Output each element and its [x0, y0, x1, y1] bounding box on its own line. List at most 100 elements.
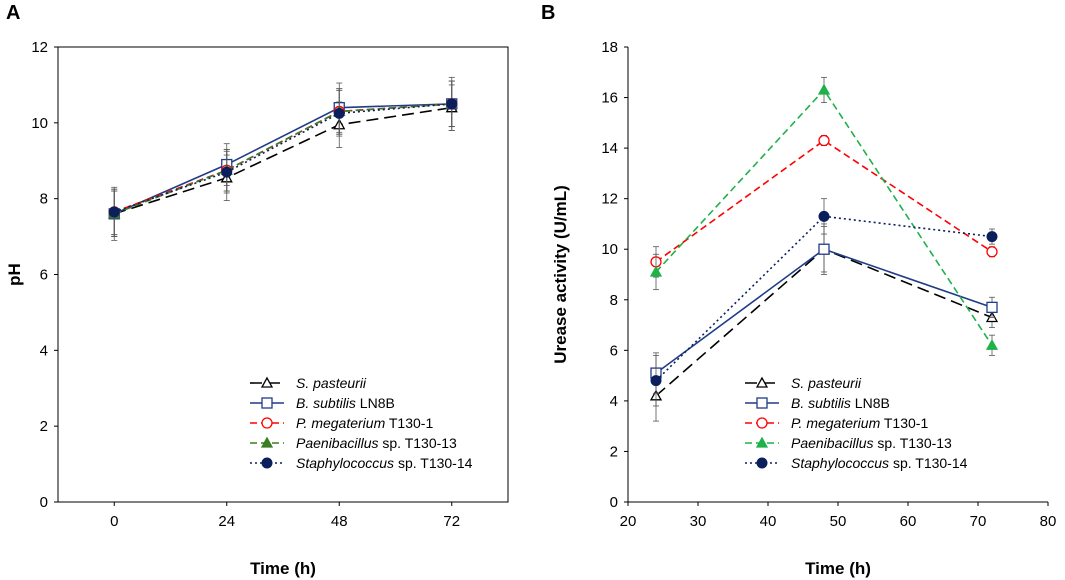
series-line: [655, 139, 993, 263]
data-point: [986, 301, 998, 314]
data-point: [650, 375, 662, 387]
legend-label-rest: T130-1: [385, 415, 433, 431]
x-tick-label: 72: [443, 513, 460, 530]
data-point: [985, 338, 999, 350]
legend-label: Paenibacillus sp. T130-13: [296, 435, 457, 451]
series-4: [108, 80, 458, 237]
legend-label-italic: B. subtilis: [791, 395, 851, 411]
legend-marker: [261, 457, 273, 469]
legend-label: S. pasteurii: [296, 375, 367, 391]
legend-marker: [260, 436, 274, 448]
y-tick-label: 2: [610, 443, 618, 460]
legend-label-italic: Paenibacillus: [296, 435, 379, 451]
legend-label-italic: B. subtilis: [296, 395, 356, 411]
series-2: [650, 226, 998, 394]
x-tick-label: 48: [331, 513, 348, 530]
data-point: [649, 265, 663, 277]
y-axis-title: Urease activity (U/mL): [551, 185, 570, 364]
legend-label-italic: Staphylococcus: [791, 455, 889, 471]
x-tick-label: 50: [830, 513, 847, 530]
legend-label: Staphylococcus sp. T130-14: [791, 455, 968, 471]
legend-marker: [756, 417, 768, 429]
series-2: [108, 76, 458, 237]
legend-label-rest: sp. T130-14: [889, 455, 968, 471]
legend-label-rest: T130-1: [880, 415, 928, 431]
x-tick-label: 0: [110, 513, 118, 530]
data-point: [986, 246, 998, 258]
data-point: [818, 134, 830, 147]
data-point: [986, 231, 998, 243]
legend-label: B. subtilis LN8B: [791, 395, 890, 411]
legend-label-italic: Staphylococcus: [296, 455, 394, 471]
data-point: [818, 210, 830, 222]
y-tick-label: 12: [601, 191, 618, 208]
series-4: [649, 76, 999, 356]
legend-marker: [261, 417, 273, 429]
x-axis-title: Time (h): [805, 559, 871, 578]
y-tick-label: 0: [40, 494, 48, 511]
legend-marker: [755, 376, 769, 388]
legend-label-rest: sp. T130-14: [394, 455, 473, 471]
y-tick-label: 10: [31, 115, 48, 132]
legend-label: Paenibacillus sp. T130-13: [791, 435, 952, 451]
legend-label: B. subtilis LN8B: [296, 395, 395, 411]
series-line: [113, 103, 452, 213]
x-tick-label: 70: [970, 513, 987, 530]
data-point: [221, 166, 233, 178]
panel-b-letter: B: [541, 2, 555, 24]
y-tick-label: 18: [601, 39, 618, 56]
panel-a-letter: A: [6, 2, 20, 24]
y-tick-label: 12: [31, 39, 48, 56]
series-3: [108, 80, 458, 236]
legend-label-italic: S. pasteurii: [296, 375, 367, 391]
legend-label-italic: Paenibacillus: [791, 435, 874, 451]
series-line: [113, 103, 452, 213]
y-tick-label: 4: [610, 393, 618, 410]
y-tick-label: 4: [40, 342, 48, 359]
x-tick-label: 60: [900, 513, 917, 530]
series-5: [108, 80, 458, 236]
legend-marker: [260, 376, 274, 388]
y-tick-label: 0: [610, 494, 618, 511]
x-tick-label: 80: [1040, 513, 1057, 530]
y-tick-label: 10: [601, 241, 618, 258]
legend-label-rest: sp. T130-13: [379, 435, 458, 451]
series-line: [114, 106, 452, 215]
legend-label-rest: LN8B: [356, 395, 395, 411]
data-point: [818, 243, 830, 255]
legend-label-italic: P. megaterium: [791, 415, 881, 431]
plot-frame: [57, 46, 509, 503]
legend-label-italic: S. pasteurii: [791, 375, 862, 391]
y-axis-title: pH: [5, 263, 24, 286]
legend-label-rest: sp. T130-13: [874, 435, 953, 451]
legend-label-italic: P. megaterium: [296, 415, 386, 431]
legend-label: P. megaterium T130-1: [791, 415, 928, 431]
data-point: [817, 83, 831, 95]
legend-marker: [756, 457, 768, 469]
y-tick-label: 6: [40, 267, 48, 284]
legend: S. pasteurii B. subtilis LN8B P. megateriu…: [250, 375, 473, 471]
legend-marker: [755, 436, 769, 448]
legend-label: S. pasteurii: [791, 375, 862, 391]
chart-b: 0 2 4 6 8 10 12 14 16 18 20 30 40 50 60 70 80 Time (h) Ure…: [551, 39, 1056, 578]
x-tick-label: 20: [620, 513, 637, 530]
legend-label-rest: LN8B: [851, 395, 890, 411]
legend-marker: [261, 397, 273, 409]
y-tick-label: 14: [601, 140, 618, 157]
legend-marker: [756, 397, 768, 409]
legend: S. pasteurii B. subtilis LN8B P. megateriu…: [745, 375, 968, 471]
x-tick-label: 40: [760, 513, 777, 530]
series-line: [113, 103, 452, 215]
legend-label: P. megaterium T130-1: [296, 415, 433, 431]
data-point: [446, 98, 458, 110]
x-axis-title: Time (h): [250, 559, 316, 578]
x-tick-label: 30: [690, 513, 707, 530]
series-line: [113, 103, 452, 215]
y-tick-label: 2: [40, 418, 48, 435]
data-point: [108, 206, 120, 218]
y-tick-label: 8: [40, 191, 48, 208]
x-tick-label: 24: [218, 513, 235, 530]
legend-label: Staphylococcus sp. T130-14: [296, 455, 473, 471]
